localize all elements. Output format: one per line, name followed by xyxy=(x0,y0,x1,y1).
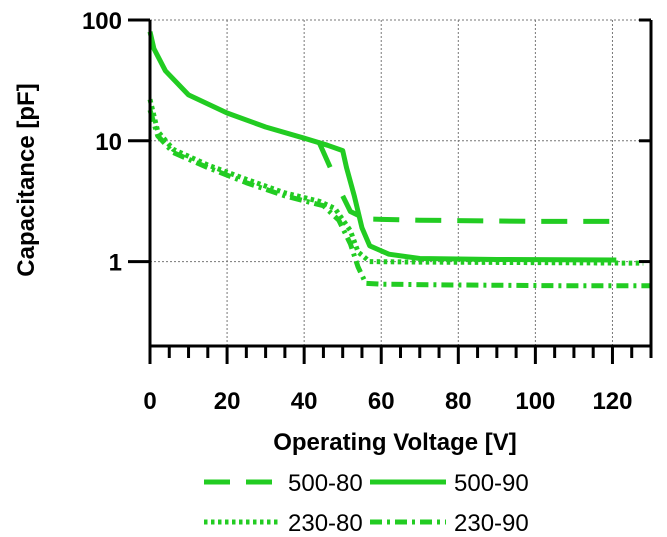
grid xyxy=(150,19,651,346)
series-230-80 xyxy=(147,98,644,266)
legend-label: 230-90 xyxy=(454,510,529,537)
series-line xyxy=(147,98,644,266)
series-line xyxy=(147,31,617,263)
legend-label: 500-90 xyxy=(454,470,529,497)
y-tick-label: 1 xyxy=(109,250,122,277)
x-tick-label: 40 xyxy=(291,388,318,415)
legend-item-230-80: 230-80 xyxy=(204,510,363,537)
legend-label: 500-80 xyxy=(288,470,363,497)
plot-area xyxy=(147,31,651,289)
x-axis-title: Operating Voltage [V] xyxy=(273,429,517,456)
series-500-90 xyxy=(147,31,617,263)
series-line xyxy=(317,142,334,171)
series-500-80 xyxy=(317,142,621,224)
x-tick-label: 80 xyxy=(445,388,472,415)
x-tick-label: 0 xyxy=(143,388,156,415)
y-axis-title: Capacitance [pF] xyxy=(13,83,40,276)
legend-label: 230-80 xyxy=(288,510,363,537)
legend-item-500-80: 500-80 xyxy=(204,470,363,497)
series-line xyxy=(340,194,621,224)
series-230-90 xyxy=(147,109,651,289)
x-tick-label: 60 xyxy=(368,388,395,415)
x-tick-label: 100 xyxy=(515,388,555,415)
y-tick-label: 100 xyxy=(82,8,122,35)
y-tick-label: 10 xyxy=(95,129,122,156)
x-tick-label: 120 xyxy=(592,388,632,415)
legend: 500-80 500-90 230-80 230-90 xyxy=(204,470,529,537)
series-line xyxy=(147,109,651,289)
x-tick-label: 20 xyxy=(214,388,241,415)
legend-item-230-90: 230-90 xyxy=(370,510,529,537)
legend-item-500-90: 500-90 xyxy=(370,470,529,497)
